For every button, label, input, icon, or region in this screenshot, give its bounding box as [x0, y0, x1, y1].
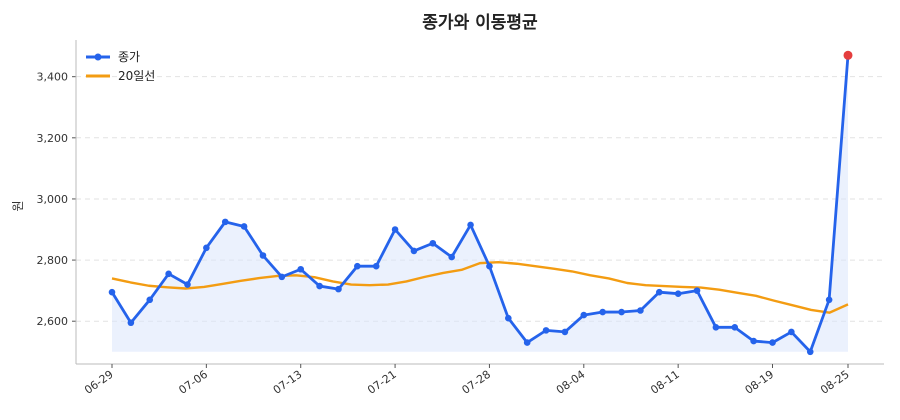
close-point — [618, 308, 625, 316]
y-tick-labels: 2,600 2,800 3,000 3,200 3,400 — [37, 71, 69, 329]
legend: 종가 20일선 — [86, 50, 155, 83]
close-point — [354, 262, 361, 270]
close-point — [127, 319, 135, 327]
x-tick-label: 08-25 — [818, 368, 852, 397]
close-point — [655, 288, 663, 296]
chart-title: 종가와 이동평균 — [422, 13, 538, 33]
close-area-fill — [112, 55, 848, 352]
legend-label-close: 종가 — [118, 50, 140, 64]
legend-marker-close — [94, 53, 102, 61]
close-point — [806, 348, 814, 356]
legend-label-ma20: 20일선 — [118, 69, 155, 83]
close-line — [110, 55, 850, 354]
close-point — [542, 327, 550, 334]
close-point — [523, 339, 531, 346]
y-tick-label: 3,200 — [37, 132, 69, 145]
close-point — [335, 285, 342, 293]
close-area — [112, 55, 848, 352]
close-point — [259, 252, 267, 259]
x-tick-label: 07-28 — [460, 368, 494, 397]
close-point — [316, 282, 323, 290]
close-point — [429, 239, 437, 247]
close-point — [693, 287, 701, 294]
close-point — [165, 270, 172, 278]
y-tick-label: 2,600 — [37, 315, 69, 328]
close-point — [599, 308, 606, 316]
x-tick-labels: 06-29 07-06 07-13 07-21 07-28 08-04 08-11 08-19… — [82, 368, 852, 397]
close-point — [278, 273, 286, 281]
close-point — [184, 281, 191, 288]
close-point — [486, 262, 493, 270]
x-tick-label: 07-13 — [271, 368, 305, 397]
close-point — [731, 324, 739, 331]
close-point — [221, 218, 229, 226]
ma20-line — [111, 261, 849, 314]
close-point — [391, 226, 399, 233]
y-tick-label: 3,000 — [37, 193, 69, 206]
close-markers — [108, 50, 853, 356]
y-tick-label: 3,400 — [37, 71, 69, 84]
close-point — [146, 296, 154, 304]
close-point — [712, 324, 720, 331]
close-point — [372, 262, 380, 270]
y-tick-label: 2,800 — [37, 254, 69, 267]
close-point — [203, 244, 210, 252]
close-point — [769, 339, 776, 346]
y-axis-label: 원 — [11, 200, 25, 211]
x-tick-label: 08-04 — [554, 368, 588, 397]
x-tick-label: 08-19 — [743, 368, 777, 397]
close-point — [788, 328, 795, 336]
close-point — [240, 223, 248, 230]
x-tick-label: 07-21 — [365, 368, 399, 397]
x-tick-label: 08-11 — [648, 368, 682, 397]
close-point — [825, 296, 833, 304]
x-tick-label: 07-06 — [176, 368, 210, 397]
close-last-point — [843, 50, 853, 60]
close-point — [297, 265, 305, 273]
close-point — [410, 247, 418, 255]
close-point — [505, 314, 512, 322]
close-point — [448, 253, 455, 261]
axes — [72, 40, 884, 368]
close-point — [674, 290, 682, 297]
x-tick-label: 06-29 — [82, 368, 116, 397]
close-point — [580, 311, 588, 319]
close-point — [750, 337, 757, 345]
close-point — [467, 221, 474, 229]
close-point — [561, 328, 569, 336]
close-point — [637, 307, 644, 314]
close-point — [108, 288, 116, 296]
series-lines — [110, 55, 850, 354]
